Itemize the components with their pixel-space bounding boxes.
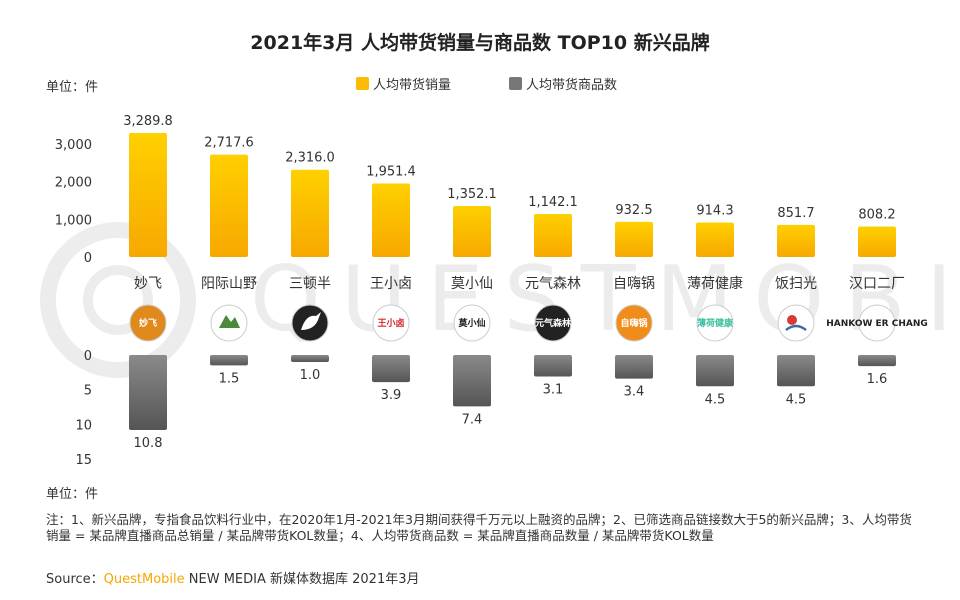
brand-logos: 妙飞 王小卤 莫小仙 元气森林 自嗨锅 薄荷健康 HANKOW ER CHANG [129,304,928,342]
sales-value-label: 2,316.0 [285,151,335,166]
sales-bar [129,133,167,257]
brand-name-label: 妙飞 [134,276,162,292]
footnote: 注：1、新兴品牌，专指食品饮料行业中，在2020年1月-2021年3月期间获得千… [46,512,912,543]
sales-bar [777,224,815,257]
items-value-label: 4.5 [786,392,807,407]
brand-logo-icon [291,304,329,342]
top-tick-label: 3,000 [55,138,92,153]
bottom-tick-label: 5 [84,384,92,399]
watermark: QUESTMOBILE [40,222,960,378]
brand-logo-icon: 妙飞 [129,304,167,342]
brand-name-label: 汉口二厂 [849,276,905,292]
top-tick-label: 1,000 [55,213,92,228]
sales-value-label: 851.7 [777,206,814,221]
brand-logo-icon: 薄荷健康 [696,304,734,342]
brand-logo-icon: HANKOW ER CHANG [826,304,928,342]
items-bar [696,355,734,387]
items-value-label: 3.9 [381,388,402,403]
brand-name-label: 元气森林 [525,276,581,292]
svg-text:王小卤: 王小卤 [377,317,404,329]
sales-bar [534,213,572,257]
top-bars: 3,289.8 2,717.6 2,316.0 1,951.4 1,352.1 1,142… [123,114,896,257]
sales-bar [615,221,653,257]
legend-label-items: 人均带货商品数 [526,77,617,93]
legend-swatch-sales [356,77,369,90]
items-bar [534,355,572,377]
bottom-tick-label: 10 [75,418,92,433]
legend-swatch-items [509,77,522,90]
items-value-label: 1.5 [219,371,240,386]
bottom-axis-ticks: 0 5 10 15 [75,349,92,468]
sales-bar [696,222,734,257]
watermark-text: QUESTMOBILE [250,247,960,352]
items-value-label: 10.8 [134,436,163,451]
top-tick-label: 0 [84,251,92,266]
top-tick-label: 2,000 [55,176,92,191]
sales-bar [210,154,248,257]
brand-name-label: 阳际山野 [201,276,257,292]
sales-value-label: 2,717.6 [204,136,254,151]
sales-bar [453,206,491,257]
source-line: Source：QuestMobile NEW MEDIA 新媒体数据库 2021… [46,568,420,587]
svg-text:自嗨锅: 自嗨锅 [620,317,647,329]
brand-labels: 妙飞 阳际山野 三顿半 王小卤 莫小仙 元气森林 自嗨锅 薄荷健康 饭扫光 汉口二厂 [134,275,905,292]
items-value-label: 1.6 [867,372,888,387]
bottom-tick-label: 15 [75,453,92,468]
items-bar [291,355,329,362]
brand-logo-icon [210,304,248,342]
brand-logo-icon: 元气森林 [534,304,572,342]
legend: 人均带货销量 人均带货商品数 [356,77,617,93]
sales-value-label: 932.5 [615,203,652,218]
sales-value-label: 1,352.1 [447,187,497,202]
svg-text:妙飞: 妙飞 [139,317,157,329]
items-value-label: 3.1 [543,383,564,398]
bottom-bars: 10.8 1.5 1.0 3.9 7.4 3.1 3.4 4.5 4.5 1.6 [129,355,896,451]
items-bar [453,355,491,407]
source-suffix: NEW MEDIA 新媒体数据库 2021年3月 [184,572,420,587]
svg-text:元气森林: 元气森林 [535,317,572,329]
svg-text:莫小仙: 莫小仙 [457,317,485,329]
brand-logo-icon: 王小卤 [372,304,410,342]
sales-value-label: 1,951.4 [366,164,416,179]
items-bar [210,355,248,366]
sales-bar [858,226,896,257]
chart-title: 2021年3月 人均带货销量与商品数 TOP10 新兴品牌 [250,31,709,54]
brand-name-label: 莫小仙 [451,276,493,292]
brand-name-label: 王小卤 [370,276,412,292]
legend-label-sales: 人均带货销量 [373,77,451,93]
items-bar [777,355,815,387]
unit-label-bottom: 单位：件 [46,487,98,502]
sales-bar [372,183,410,257]
svg-text:薄荷健康: 薄荷健康 [697,317,734,329]
brand-logo-icon: 莫小仙 [453,304,491,342]
items-value-label: 1.0 [300,368,321,383]
brand-logo-icon [777,304,815,342]
brand-name-label: 自嗨锅 [613,276,655,292]
sales-value-label: 914.3 [696,204,733,219]
source-prefix: Source： [46,572,104,587]
items-value-label: 7.4 [462,412,483,427]
bottom-tick-label: 0 [84,349,92,364]
items-bar [615,355,653,379]
sales-value-label: 808.2 [858,208,895,223]
items-value-label: 3.4 [624,385,645,400]
items-bar [858,355,896,367]
items-bar [372,355,410,383]
sales-value-label: 1,142.1 [528,195,578,210]
sales-value-label: 3,289.8 [123,114,173,129]
items-value-label: 4.5 [705,392,726,407]
source-brand: QuestMobile [103,572,185,587]
brand-name-label: 薄荷健康 [687,275,743,292]
sales-bar [291,169,329,257]
top-axis-ticks: 0 1,000 2,000 3,000 [55,138,92,266]
svg-text:HANKOW ER CHANG: HANKOW ER CHANG [826,319,928,329]
items-bar [129,355,167,430]
brand-logo-icon: 自嗨锅 [615,304,653,342]
brand-name-label: 饭扫光 [775,276,817,292]
brand-name-label: 三顿半 [289,276,331,292]
unit-label-top: 单位：件 [46,80,98,95]
